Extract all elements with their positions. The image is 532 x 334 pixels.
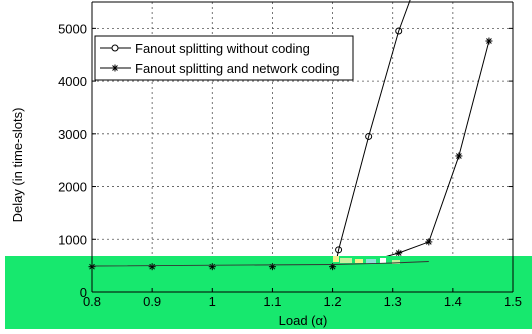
legend-label-network-coding: Fanout splitting and network coding [135, 61, 340, 76]
data-point-star [485, 37, 493, 45]
y-tick-label: 2000 [58, 180, 87, 195]
overlay-artifact [340, 258, 352, 263]
data-point-star [395, 249, 403, 257]
y-axis-label: Delay (in time-slots) [10, 108, 25, 223]
data-point-circle [335, 246, 343, 254]
data-point-star [111, 64, 119, 72]
legend: Fanout splitting without coding Fanout sp… [94, 35, 354, 81]
x-tick-label: 0.8 [83, 294, 101, 309]
legend-label-without-coding: Fanout splitting without coding [135, 41, 310, 56]
data-point-star [268, 263, 276, 271]
legend-marker-circle [111, 44, 119, 52]
data-point-star [148, 263, 156, 271]
y-tick-label: 3000 [58, 127, 87, 142]
axes: 0 1000 2000 3000 4000 5000 0.8 0.9 1 1.1 1.2 1.3 1.4… [58, 1, 522, 309]
data-point-circle [365, 132, 373, 140]
overlay-artifact [333, 256, 339, 262]
overlay-artifact [355, 259, 363, 263]
data-point-star [208, 263, 216, 271]
x-tick-label: 1.1 [263, 294, 281, 309]
y-tick-label: 0 [80, 285, 87, 300]
x-axis-label: Load (α) [279, 313, 328, 328]
data-point-circle [395, 27, 403, 35]
data-point-star [425, 238, 433, 246]
overlay-artifact [380, 258, 386, 263]
x-tick-label: 1 [209, 294, 216, 309]
x-tick-label: 1.5 [504, 294, 522, 309]
data-point-star [455, 152, 463, 160]
y-tick-label: 4000 [58, 74, 87, 89]
grid-lines [92, 2, 513, 292]
y-tick-label: 5000 [58, 21, 87, 36]
x-tick-label: 1.3 [384, 294, 402, 309]
overlay-series-trace [91, 261, 429, 267]
y-tick-label: 1000 [58, 232, 87, 247]
x-tick-label: 1.2 [324, 294, 342, 309]
data-point-star [329, 263, 337, 271]
overlay-artifact [366, 259, 376, 264]
overlay-artifact [392, 260, 400, 264]
x-tick-label: 0.9 [143, 294, 161, 309]
legend-box [94, 35, 354, 81]
x-tick-label: 1.4 [444, 294, 462, 309]
